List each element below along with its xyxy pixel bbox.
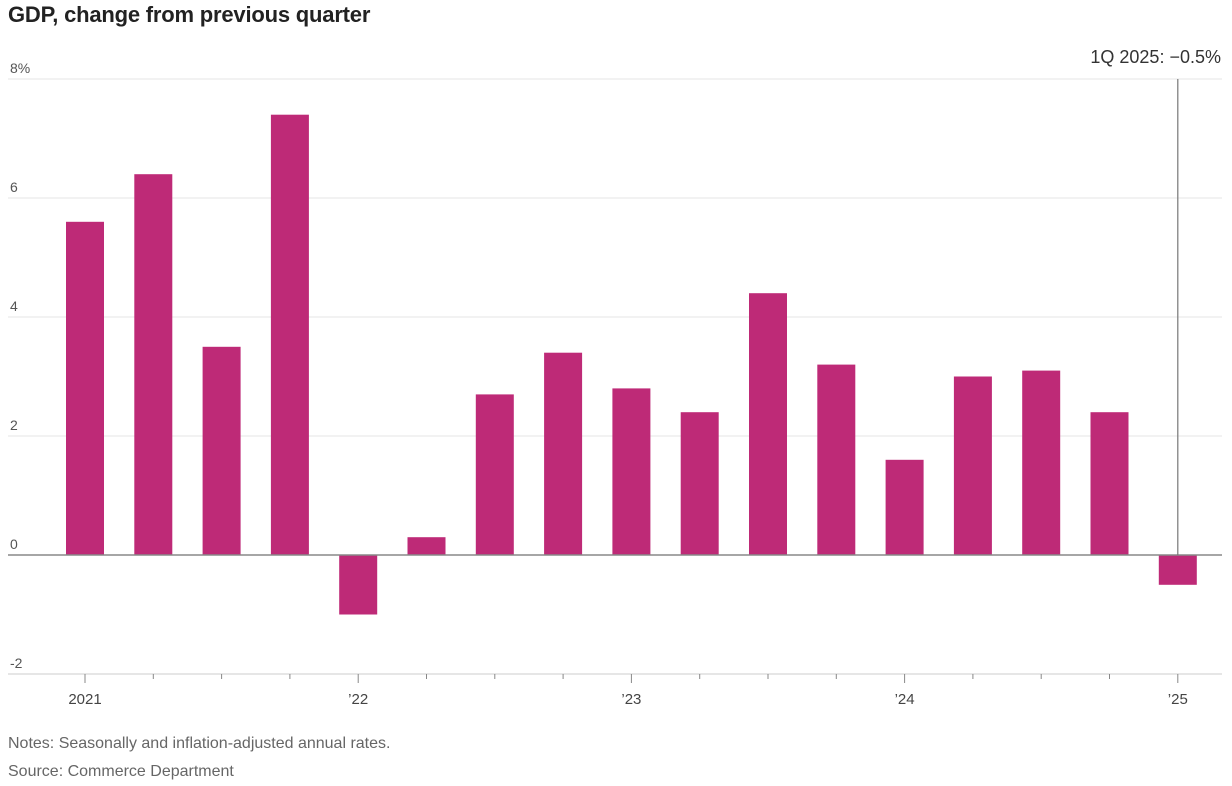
bars xyxy=(66,114,1197,615)
bar-2q-2023 xyxy=(680,412,719,555)
source-text: Source: Commerce Department xyxy=(8,763,234,780)
y-tick-label: 2 xyxy=(10,417,18,433)
bar-4q-2021 xyxy=(270,114,309,555)
bar-2q-2024 xyxy=(953,376,992,555)
bar-4q-2024 xyxy=(1090,412,1129,555)
gdp-bar-chart: 8% 6 4 2 0 -2 2021 ’22 ’23 ’24 ’25 1Q 2025: −0.5% xyxy=(8,47,1222,708)
bar-1q-2025 xyxy=(1158,555,1197,585)
y-tick-label: -2 xyxy=(10,655,23,671)
bar-4q-2023 xyxy=(817,364,856,555)
x-tick-label: ’23 xyxy=(621,691,641,708)
x-axis xyxy=(8,554,1222,683)
x-tick-label: ’25 xyxy=(1168,691,1188,708)
bar-1q-2021 xyxy=(66,221,104,556)
annotation: 1Q 2025: −0.5% xyxy=(1090,47,1221,555)
chart-title: GDP, change from previous quarter xyxy=(8,2,371,27)
bar-3q-2022 xyxy=(475,394,514,555)
notes-text: Notes: Seasonally and inflation-adjusted… xyxy=(8,735,391,752)
bar-3q-2024 xyxy=(1022,370,1061,555)
bar-4q-2022 xyxy=(544,352,583,555)
y-tick-label: 8% xyxy=(10,60,30,76)
bar-1q-2022 xyxy=(339,555,378,615)
y-tick-label: 6 xyxy=(10,179,18,195)
x-tick-label: ’24 xyxy=(895,691,915,708)
bar-1q-2023 xyxy=(612,388,651,555)
chart-notes: Notes: Seasonally and inflation-adjusted… xyxy=(8,730,390,786)
x-tick-label: 2021 xyxy=(68,691,101,708)
bar-2q-2022 xyxy=(407,537,446,555)
tick-labels: 8% 6 4 2 0 -2 2021 ’22 ’23 ’24 ’25 xyxy=(10,60,1188,708)
bar-3q-2021 xyxy=(202,346,241,556)
annotation-label: 1Q 2025: −0.5% xyxy=(1090,47,1221,67)
bar-1q-2024 xyxy=(885,459,924,555)
bar-2q-2021 xyxy=(134,174,173,555)
x-tick-label: ’22 xyxy=(348,691,368,708)
bar-3q-2023 xyxy=(749,293,787,555)
y-tick-label: 0 xyxy=(10,536,18,552)
y-tick-label: 4 xyxy=(10,298,18,314)
